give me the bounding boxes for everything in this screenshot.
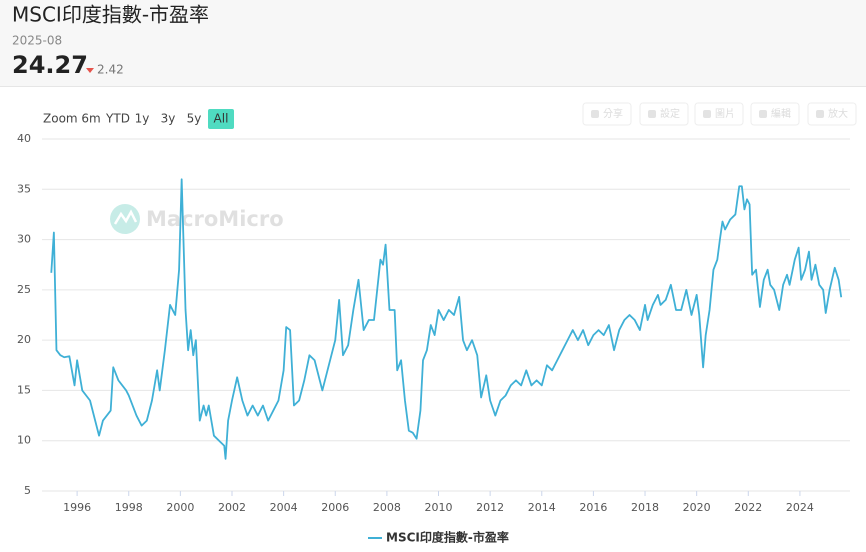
grid: [42, 138, 850, 492]
range-button[interactable]: 1y: [134, 109, 150, 129]
toolbar-label[interactable]: 編輯: [771, 107, 791, 120]
toolbar-label[interactable]: 放大: [828, 107, 848, 120]
x-tick-label: 2006: [321, 501, 349, 514]
legend-label[interactable]: MSCI印度指數-市盈率: [386, 530, 509, 545]
toolbar: 分享 設定 圖片 編輯 放大: [582, 102, 857, 126]
x-tick-label: 2016: [579, 501, 607, 514]
down-arrow: [86, 68, 94, 73]
x-tick-label: 2008: [373, 501, 401, 514]
toolbar-button[interactable]: 圖片: [694, 102, 744, 126]
toolbar-button[interactable]: 設定: [639, 102, 689, 126]
toolbar-button-bg[interactable]: [582, 102, 632, 126]
y-tick-label: 25: [17, 283, 31, 296]
range-button[interactable]: 3y: [160, 109, 176, 129]
x-tick-label: 2004: [270, 501, 298, 514]
y-tick-label: 20: [17, 333, 31, 346]
axes: 5 10 15 20 25 30 35 40 1996 1998 2000 2002 2004 2006 2…: [17, 132, 814, 514]
toolbar-button-bg[interactable]: [694, 102, 744, 126]
latest-value: 24.27: [12, 51, 88, 79]
x-tick-label: 2020: [683, 501, 711, 514]
x-tick-label: 2010: [425, 501, 453, 514]
range-button-label[interactable]: 5y: [187, 112, 202, 126]
y-tick-label: 40: [17, 132, 31, 145]
range-selector: 6m YTD 1y 3y 5y All: [81, 109, 234, 129]
toolbar-button[interactable]: 編輯: [750, 102, 800, 126]
latest-date: 2025-08: [12, 34, 62, 48]
x-tick-label: 2018: [631, 501, 659, 514]
header: [0, 0, 866, 87]
x-tick-label: 2000: [166, 501, 194, 514]
x-tick-label: 2012: [476, 501, 504, 514]
x-tick-label: 2022: [734, 501, 762, 514]
range-button-label[interactable]: 1y: [135, 112, 150, 126]
toolbar-button-bg[interactable]: [639, 102, 689, 126]
x-tick-label: 1998: [115, 501, 143, 514]
toolbar-icon[interactable]: [591, 110, 599, 118]
range-button[interactable]: All: [208, 109, 234, 129]
x-tick-label: 1996: [63, 501, 91, 514]
zoom-label: Zoom: [43, 112, 78, 126]
watermark-text: MacroMicro: [146, 207, 284, 231]
x-tick-label: 2014: [528, 501, 556, 514]
toolbar-icon[interactable]: [759, 110, 767, 118]
x-tick-label: 2024: [786, 501, 814, 514]
y-tick-label: 15: [17, 383, 31, 396]
range-button-label[interactable]: 6m: [81, 112, 100, 126]
toolbar-icon[interactable]: [703, 110, 711, 118]
plot: [50, 178, 843, 460]
toolbar-label[interactable]: 分享: [603, 107, 623, 120]
range-button[interactable]: YTD: [105, 109, 130, 129]
watermark-logo-mark: [113, 209, 138, 225]
toolbar-icon[interactable]: [648, 110, 656, 118]
x-tick-label: 2002: [218, 501, 246, 514]
page-title: MSCI印度指數-市盈率: [12, 3, 209, 27]
range-button-label[interactable]: All: [214, 112, 229, 126]
range-button-label[interactable]: 3y: [161, 112, 176, 126]
series-line: [50, 178, 843, 460]
watermark: MacroMicro: [110, 204, 284, 234]
toolbar-label[interactable]: 設定: [660, 107, 680, 120]
toolbar-button-bg[interactable]: [807, 102, 857, 126]
y-tick-label: 35: [17, 182, 31, 195]
range-button[interactable]: 5y: [186, 109, 202, 129]
toolbar-icon[interactable]: [816, 110, 824, 118]
toolbar-button[interactable]: 分享: [582, 102, 632, 126]
toolbar-button[interactable]: 放大: [807, 102, 857, 126]
range-button-bg[interactable]: [208, 109, 234, 129]
y-tick-label: 5: [24, 484, 31, 497]
y-tick-label: 10: [17, 434, 31, 447]
legend[interactable]: MSCI印度指數-市盈率: [368, 530, 509, 545]
range-button[interactable]: 6m: [81, 109, 100, 129]
watermark-logo: [110, 204, 140, 234]
range-button-label[interactable]: YTD: [105, 112, 130, 126]
toolbar-label[interactable]: 圖片: [715, 108, 735, 120]
latest-change: 2.42: [97, 63, 124, 77]
y-tick-label: 30: [17, 233, 31, 246]
toolbar-button-bg[interactable]: [750, 102, 800, 126]
